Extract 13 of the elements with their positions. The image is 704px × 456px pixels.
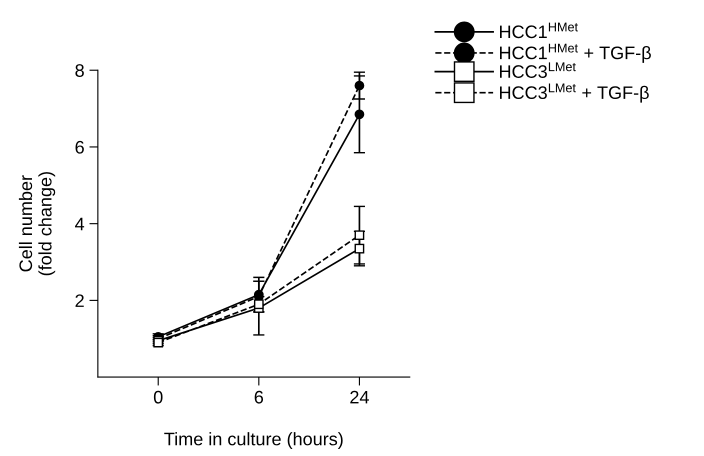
x-tick-label: 6: [254, 390, 264, 404]
legend-label: HCC1$^{HMet}$: [500, 22, 578, 38]
x-tick-label: 24: [350, 390, 369, 404]
y-tick-label: 2: [76, 294, 84, 307]
y-axis-title: Cell number (fold change): [18, 172, 56, 276]
y-tick-label: 6: [76, 140, 84, 154]
y-tick-label: 4: [75, 218, 84, 230]
x-tick-label: 0: [154, 390, 163, 404]
legend-label: HCC3$^{LMet}$: [500, 62, 576, 78]
y-tick-label: 8: [75, 64, 84, 77]
legend-label: HCC1$^{HMet}$ + TGF-β: [500, 44, 651, 63]
legend-label: HCC3$^{LMet}$ + TGF-β: [500, 83, 649, 103]
x-axis-title: Time in culture (hours): [164, 432, 343, 449]
